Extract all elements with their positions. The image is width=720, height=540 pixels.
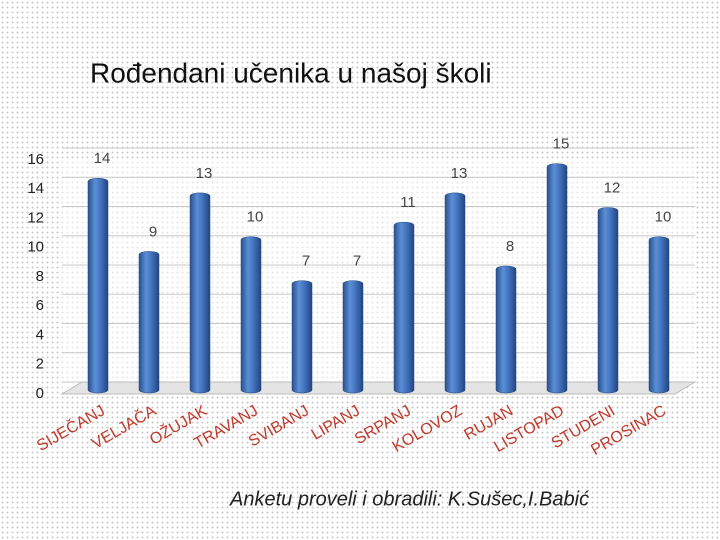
bar xyxy=(597,207,619,394)
value-label: 7 xyxy=(353,253,361,270)
caption: Anketu proveli i obradili: K.Sušec,I.Bab… xyxy=(229,488,589,510)
chart-title: Rođendani učenika u našoj školi xyxy=(90,57,492,88)
value-label: 7 xyxy=(302,253,310,270)
bar xyxy=(444,192,466,394)
y-tick-label: 2 xyxy=(36,356,44,373)
y-tick-label: 14 xyxy=(27,180,44,197)
y-tick-label: 8 xyxy=(36,268,44,285)
bar xyxy=(138,251,160,394)
y-tick-label: 0 xyxy=(36,385,44,402)
value-label: 14 xyxy=(94,150,111,167)
bar xyxy=(342,280,364,394)
plot-wall xyxy=(62,160,695,394)
value-label: 13 xyxy=(196,165,213,182)
value-label: 8 xyxy=(506,238,514,255)
value-label: 12 xyxy=(604,179,621,196)
value-label: 10 xyxy=(655,209,672,226)
bar xyxy=(189,192,211,394)
bar xyxy=(546,163,568,394)
value-label: 10 xyxy=(247,209,264,226)
value-label: 13 xyxy=(451,165,468,182)
bar xyxy=(495,265,517,394)
y-tick-label: 10 xyxy=(27,239,44,256)
bar xyxy=(240,236,262,394)
value-label: 15 xyxy=(553,136,570,153)
y-tick-label: 6 xyxy=(36,297,44,314)
y-tick-label: 4 xyxy=(36,326,44,343)
plot-floor xyxy=(60,381,697,395)
value-label: 9 xyxy=(149,223,157,240)
bar xyxy=(393,221,415,394)
bar xyxy=(87,178,109,394)
y-tick-label: 12 xyxy=(27,209,44,226)
bar xyxy=(291,280,313,394)
bar xyxy=(648,236,670,394)
y-tick-label: 16 xyxy=(27,151,44,168)
value-label: 11 xyxy=(400,194,416,211)
